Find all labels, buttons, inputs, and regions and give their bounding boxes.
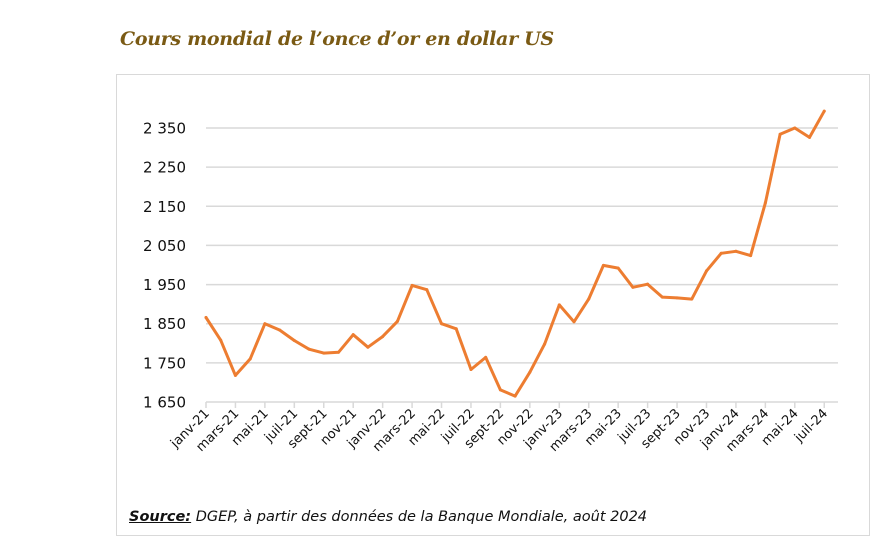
data-point — [675, 296, 679, 300]
y-tick-label: 2 150 — [143, 198, 186, 216]
y-tick-label: 2 050 — [143, 237, 186, 255]
data-point — [395, 319, 399, 323]
data-point — [219, 338, 223, 342]
data-point — [808, 135, 812, 139]
data-point — [719, 251, 723, 255]
data-point — [425, 288, 429, 292]
data-point — [616, 266, 620, 270]
chart-frame — [116, 74, 870, 536]
data-point — [690, 297, 694, 301]
y-tick-label: 1 850 — [143, 315, 186, 333]
data-point — [292, 339, 296, 343]
data-point — [572, 320, 576, 324]
data-point — [734, 249, 738, 253]
data-point — [263, 322, 267, 326]
x-tick-label: juil-24 — [791, 406, 831, 446]
data-point — [543, 342, 547, 346]
data-point — [793, 126, 797, 130]
series-layer — [204, 109, 826, 398]
data-point — [440, 322, 444, 326]
data-point — [587, 297, 591, 301]
data-point — [484, 355, 488, 359]
data-point — [498, 388, 502, 392]
data-point — [248, 357, 252, 361]
x-axis-labels: janv-21mars-21mai-21juil-21sept-21nov-21… — [167, 406, 831, 455]
data-point — [704, 269, 708, 273]
data-point — [763, 201, 767, 205]
data-point — [601, 263, 605, 267]
data-point — [528, 370, 532, 374]
data-point — [278, 328, 282, 332]
y-tick-label: 2 350 — [143, 120, 186, 138]
data-point — [469, 368, 473, 372]
data-point — [233, 373, 237, 377]
data-point — [646, 282, 650, 286]
data-point — [410, 283, 414, 287]
data-point — [778, 132, 782, 136]
data-point — [454, 327, 458, 331]
data-point — [322, 351, 326, 355]
y-tick-label: 2 250 — [143, 159, 186, 177]
y-tick-label: 1 650 — [143, 394, 186, 412]
data-point — [351, 333, 355, 337]
data-point — [822, 109, 826, 113]
data-point — [381, 335, 385, 339]
y-tick-label: 1 750 — [143, 354, 186, 372]
data-point — [366, 345, 370, 349]
chart-title: Cours mondial de l’once d’or en dollar U… — [120, 28, 554, 50]
data-point — [204, 315, 208, 319]
data-point — [660, 295, 664, 299]
data-point — [749, 254, 753, 258]
source-note: Source: DGEP, à partir des données de la… — [129, 509, 647, 525]
data-point — [513, 394, 517, 398]
series-line — [204, 109, 826, 398]
x-axis — [205, 401, 838, 408]
y-tick-label: 1 950 — [143, 276, 186, 294]
source-label: Source: — [129, 509, 192, 525]
data-point — [307, 347, 311, 351]
data-point — [336, 350, 340, 354]
data-point — [557, 303, 561, 307]
source-text: DGEP, à partir des données de la Banque … — [191, 509, 648, 525]
data-point — [631, 285, 635, 289]
y-axis-ticks: 1 650 1 750 1 850 1 950 2 050 2 150 2 250 2 350 — [143, 120, 186, 412]
gridlines — [206, 127, 838, 364]
